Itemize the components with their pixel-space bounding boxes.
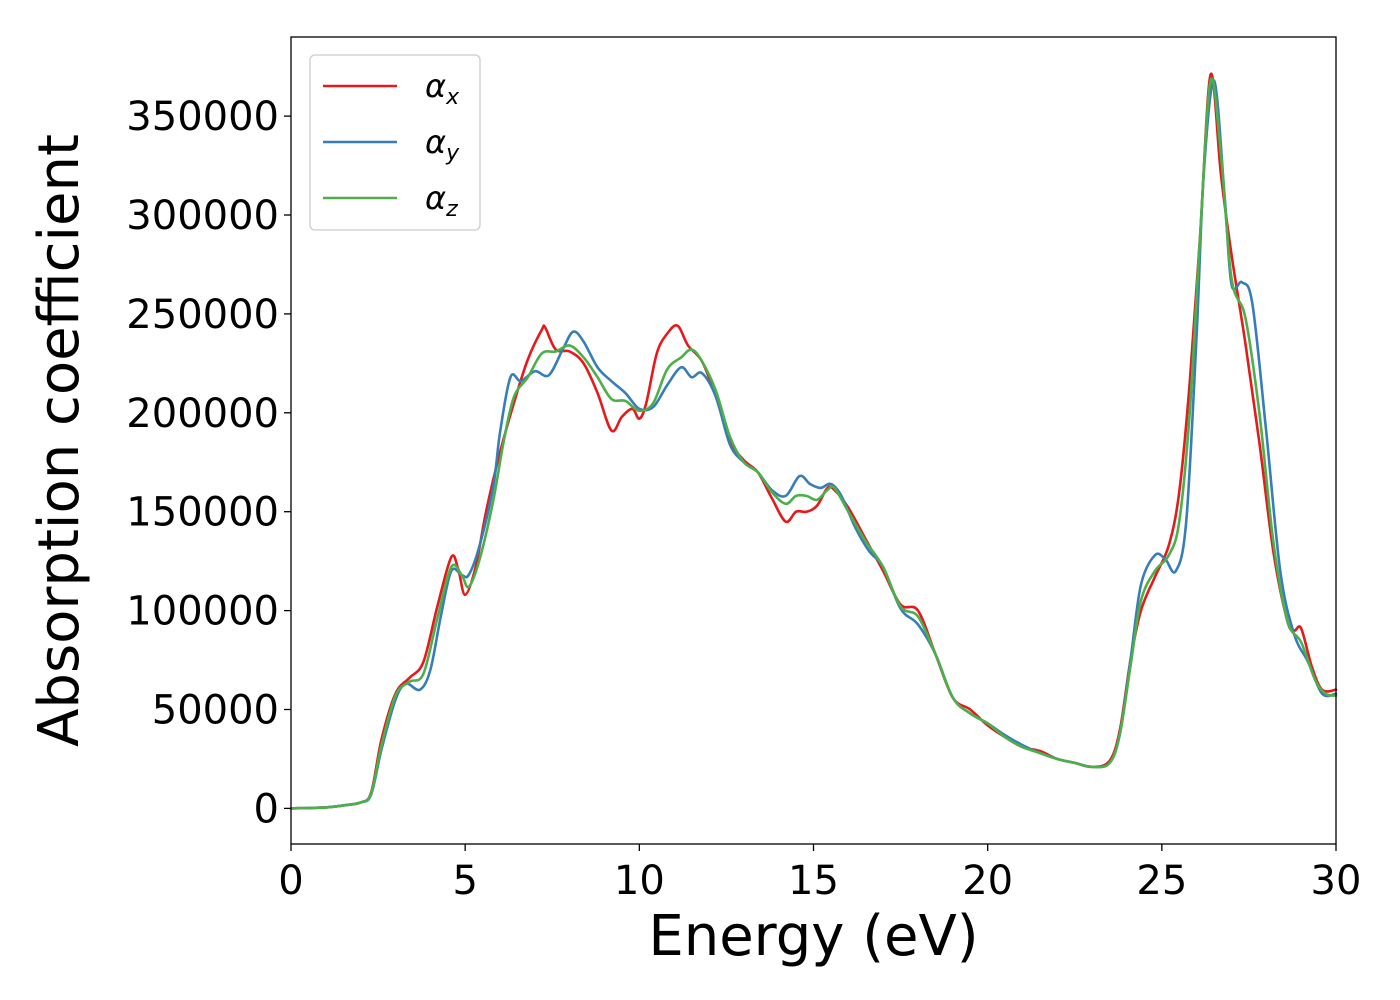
y-tick-label: 50000 <box>152 688 279 734</box>
y-tick-label: 150000 <box>126 490 279 536</box>
y-axis-label: Absorption coefficient <box>27 134 92 747</box>
x-axis-label: Energy (eV) <box>648 904 978 969</box>
y-axis-ticks: 0 50000 100000 150000 200000 250000 300000 3500… <box>126 94 291 832</box>
legend-label-y: αy <box>425 123 460 166</box>
legend-label-main: α <box>425 123 446 161</box>
y-tick-label: 0 <box>254 786 279 832</box>
x-tick-label: 10 <box>614 858 665 904</box>
x-tick-label: 25 <box>1136 858 1187 904</box>
y-tick-label: 200000 <box>126 391 279 437</box>
legend-label-z: αz <box>425 179 458 222</box>
x-tick-label: 20 <box>962 858 1013 904</box>
y-tick-label: 350000 <box>126 94 279 140</box>
y-tick-label: 250000 <box>126 292 279 338</box>
series-layer <box>289 72 1338 810</box>
legend-label-x: αx <box>425 67 460 110</box>
y-tick-label: 100000 <box>126 589 279 635</box>
y-tick-label: 300000 <box>126 193 279 239</box>
legend-label-subscript: x <box>445 85 460 110</box>
x-axis-ticks: 0 5 10 15 20 25 30 <box>278 844 1361 904</box>
legend-label-subscript: y <box>445 141 460 166</box>
series-line-y <box>289 79 1338 810</box>
legend-label-main: α <box>425 67 446 105</box>
x-tick-label: 15 <box>788 858 839 904</box>
legend-label-main: α <box>425 179 446 217</box>
x-tick-label: 5 <box>452 858 477 904</box>
legend-label-subscript: z <box>445 197 458 222</box>
series-line-z <box>289 77 1338 810</box>
x-tick-label: 0 <box>278 858 303 904</box>
x-tick-label: 30 <box>1311 858 1362 904</box>
